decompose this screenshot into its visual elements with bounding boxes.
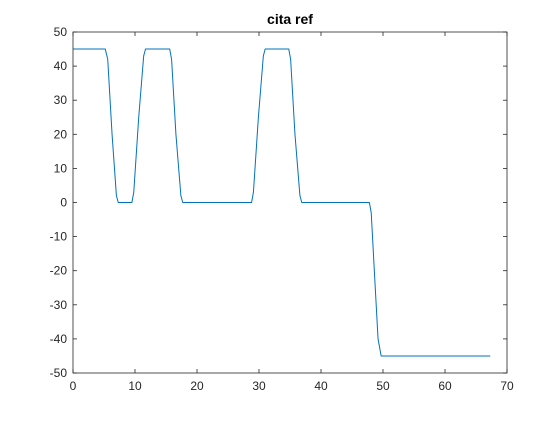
x-axis: 0 10 20 30 40 50 60 70 — [70, 32, 514, 393]
x-tick-label: 70 — [500, 379, 514, 393]
y-tick-label: 20 — [54, 127, 68, 141]
y-tick-label: -40 — [50, 332, 68, 346]
y-tick-label: 0 — [60, 196, 67, 210]
y-tick-label: 30 — [54, 93, 68, 107]
y-tick-label: -20 — [50, 264, 68, 278]
x-tick-label: 30 — [252, 379, 266, 393]
x-tick-label: 50 — [376, 379, 390, 393]
x-tick-label: 60 — [438, 379, 452, 393]
plot-area — [73, 32, 507, 373]
y-tick-label: -10 — [50, 230, 68, 244]
x-tick-label: 0 — [70, 379, 77, 393]
y-tick-label: 50 — [54, 25, 68, 39]
x-tick-label: 20 — [190, 379, 204, 393]
y-tick-label: 40 — [54, 59, 68, 73]
series-layer — [73, 48, 491, 357]
x-tick-label: 10 — [128, 379, 142, 393]
y-tick-label: -30 — [50, 298, 68, 312]
chart-title: cita ref — [267, 11, 313, 27]
y-axis: -50 -40 -30 -20 -10 0 10 20 30 40 50 — [50, 25, 507, 380]
series-line — [73, 48, 491, 357]
axes-box — [72, 31, 508, 374]
x-tick-label: 40 — [314, 379, 328, 393]
y-tick-label: -50 — [50, 366, 68, 380]
y-tick-label: 10 — [54, 161, 68, 175]
